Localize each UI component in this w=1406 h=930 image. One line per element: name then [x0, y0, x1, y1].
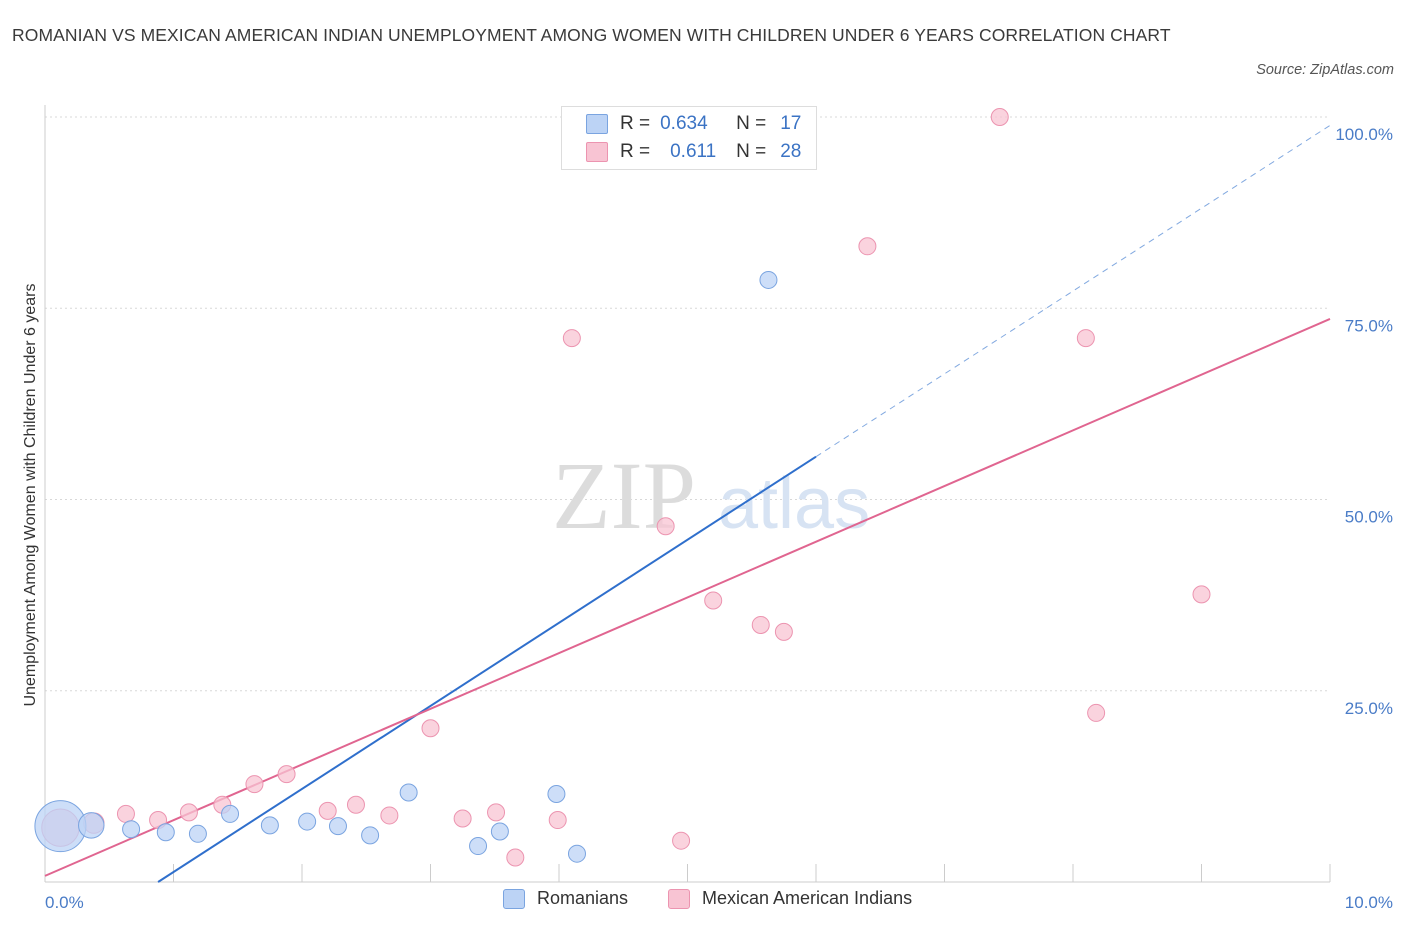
romanian-point	[260, 816, 279, 835]
romanian-trend-line	[157, 455, 817, 883]
x-tick-labels: 0.0% 10.0%	[45, 893, 1393, 912]
series-legend: Romanians Mexican American Indians	[0, 888, 1406, 916]
mexican-point	[380, 806, 399, 825]
y-tick-label: 50.0%	[1345, 508, 1393, 527]
romanian-point	[361, 826, 380, 845]
chart-title: ROMANIAN VS MEXICAN AMERICAN INDIAN UNEM…	[12, 25, 1171, 45]
mexican-point	[245, 775, 264, 794]
mexican-point	[1192, 585, 1211, 604]
romanian-trend-extension	[815, 124, 1331, 458]
mexican-point	[318, 801, 337, 820]
romanian-point	[122, 820, 141, 839]
mexican-point	[277, 765, 296, 784]
mexican-point	[656, 517, 675, 536]
legend-n-value: 28	[780, 141, 802, 162]
romanian-point	[547, 785, 566, 804]
legend-n-label: N =	[736, 113, 767, 134]
legend-row-mexican: R = 0.611 N = 28	[586, 140, 801, 164]
romanian-point	[221, 804, 240, 823]
legend-r-value: 0.634	[660, 113, 708, 134]
legend-n-label: N =	[736, 141, 767, 162]
watermark-zip: ZIP	[552, 442, 696, 549]
y-tick-label: 75.0%	[1345, 316, 1393, 335]
mexican-point	[548, 811, 567, 830]
legend-r-label: R =	[620, 113, 651, 134]
series-swatch-romanians	[503, 888, 525, 909]
romanian-point	[567, 844, 586, 863]
source-label: Source: ZipAtlas.com	[1256, 62, 1394, 78]
mexican-point	[116, 804, 135, 823]
mexican-point	[562, 329, 581, 348]
mexican-point	[487, 803, 506, 822]
y-tick-labels: 25.0% 50.0% 75.0% 100.0%	[1335, 125, 1393, 718]
mexican-point	[1076, 329, 1095, 348]
series-label-mexican: Mexican American Indians	[702, 888, 913, 908]
mexican-point	[751, 615, 770, 634]
mexican-point	[858, 237, 877, 256]
watermark: ZIP atlas	[552, 442, 870, 549]
mexican-point	[506, 848, 525, 867]
romanian-point	[399, 783, 418, 802]
romanian-point	[188, 824, 207, 843]
legend-row-romanians: R = 0.634 N = 17	[586, 112, 801, 136]
legend-swatch-romanians	[586, 114, 608, 134]
series-label-romanians: Romanians	[537, 888, 629, 908]
series-legend-mexican[interactable]: Mexican American Indians	[668, 888, 912, 909]
mexican-point	[346, 795, 365, 814]
mexican-point	[774, 622, 793, 641]
series-swatch-mexican	[668, 888, 690, 909]
mexican-trend-line	[44, 318, 1331, 877]
mexican-point	[990, 108, 1009, 126]
gridlines	[45, 116, 1330, 692]
mexican-point	[453, 809, 472, 828]
mexican-point	[179, 803, 198, 822]
legend-r-value: 0.611	[670, 141, 717, 162]
series-legend-romanians[interactable]: Romanians	[503, 888, 628, 909]
legend-r-label: R =	[620, 141, 651, 162]
legend-swatch-mexican	[586, 142, 608, 162]
y-tick-label: 100.0%	[1335, 125, 1393, 144]
watermark-atlas: atlas	[718, 464, 870, 544]
x-tick-label: 0.0%	[45, 893, 84, 912]
romanian-point	[490, 822, 509, 841]
romanian-point	[328, 817, 347, 836]
romanian-point	[156, 823, 175, 842]
mexican-point	[704, 591, 723, 610]
mexican-point	[421, 719, 440, 738]
data-points	[34, 108, 1211, 867]
axes	[44, 105, 1331, 883]
mexican-point	[672, 831, 691, 850]
romanian-point	[298, 812, 317, 831]
stats-legend: R = 0.634 N = 17 R = 0.611 N = 28	[561, 106, 817, 170]
romanian-point	[469, 837, 488, 856]
mexican-point	[1087, 703, 1106, 722]
legend-n-value: 17	[780, 113, 802, 134]
romanian-point	[759, 270, 778, 289]
y-tick-label: 25.0%	[1345, 699, 1393, 718]
romanian-point	[78, 812, 105, 839]
x-tick-label: 10.0%	[1345, 893, 1393, 912]
